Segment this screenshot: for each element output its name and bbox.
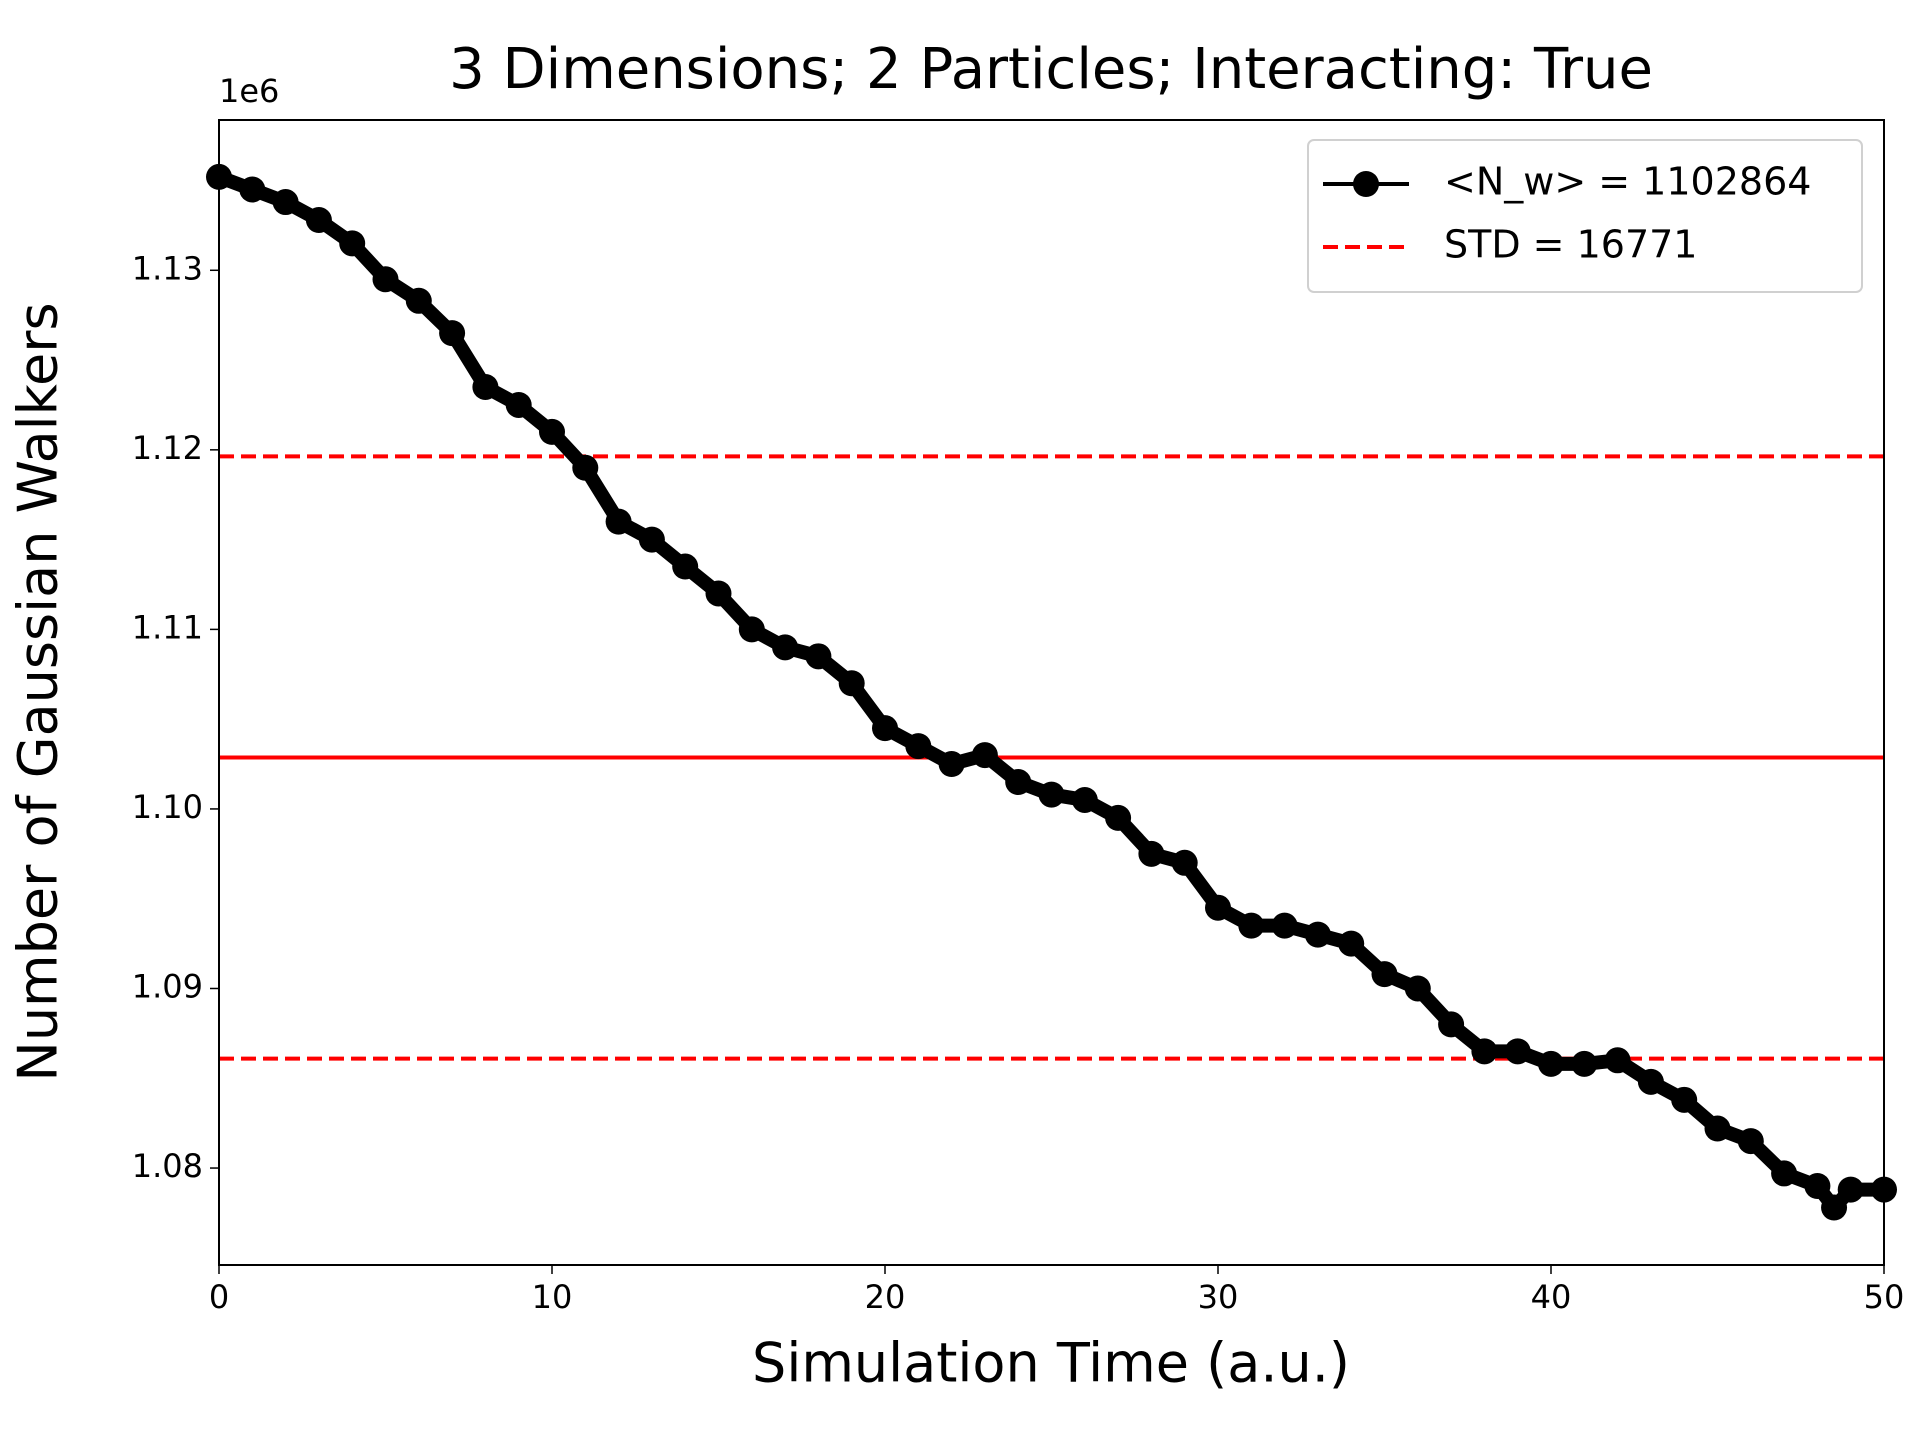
plot-frame — [218, 119, 1885, 1266]
data-point — [1704, 1115, 1731, 1142]
legend-box — [1307, 139, 1863, 293]
data-point — [1038, 781, 1065, 808]
data-point — [1071, 786, 1098, 813]
x-tick-label: 40 — [1531, 1278, 1572, 1316]
data-point — [971, 742, 998, 769]
data-point — [738, 616, 765, 643]
legend-label: <N_w> = 1102864 — [1444, 160, 1811, 204]
data-point — [1238, 912, 1265, 939]
data-point — [1821, 1194, 1848, 1221]
data-point — [872, 715, 898, 742]
data-point — [539, 418, 565, 445]
data-point — [705, 580, 732, 607]
data-point — [472, 373, 499, 400]
data-point — [505, 391, 532, 418]
data-point — [1804, 1172, 1831, 1199]
y-tick-label: 1.10 — [132, 788, 203, 826]
x-axis-label: Simulation Time (a.u.) — [752, 1332, 1350, 1395]
data-point — [1604, 1047, 1631, 1074]
data-point — [772, 634, 799, 661]
data-point — [439, 320, 466, 347]
data-point — [305, 207, 332, 234]
data-point — [1771, 1160, 1798, 1187]
y-axis-label: Number of Gaussian Walkers — [7, 302, 70, 1081]
data-point — [1205, 894, 1231, 921]
data-point — [239, 176, 266, 203]
data-point — [1404, 975, 1431, 1002]
data-point — [1538, 1050, 1564, 1077]
data-point — [1138, 840, 1165, 867]
y-tick-label: 1.12 — [132, 429, 203, 467]
legend-label: STD = 16771 — [1444, 223, 1697, 267]
data-point — [1837, 1176, 1864, 1203]
chart-title: 3 Dimensions; 2 Particles; Interacting: … — [449, 37, 1653, 102]
data-point — [1471, 1038, 1498, 1065]
y-tick-label: 1.09 — [132, 967, 203, 1005]
y-tick-label: 1.08 — [132, 1147, 203, 1185]
legend-marker — [1353, 171, 1379, 197]
data-point — [938, 751, 965, 778]
data-point — [1637, 1068, 1664, 1095]
data-point — [1737, 1128, 1764, 1155]
data-point — [1105, 804, 1132, 831]
x-tick-label: 50 — [1864, 1278, 1905, 1316]
y-tick-label: 1.13 — [132, 249, 203, 287]
data-point — [905, 733, 932, 760]
x-tick-label: 30 — [1198, 1278, 1239, 1316]
data-point — [1438, 1011, 1465, 1038]
data-point — [605, 508, 632, 535]
data-point — [339, 230, 366, 257]
data-point — [1338, 930, 1365, 957]
data-point — [405, 287, 432, 314]
data-point — [572, 454, 599, 481]
data-point — [1171, 849, 1198, 876]
data-point — [1504, 1038, 1531, 1065]
data-point — [272, 189, 299, 216]
data-point — [1005, 769, 1032, 796]
data-point — [1371, 961, 1398, 988]
data-point — [1571, 1050, 1598, 1077]
x-tick-label: 10 — [532, 1278, 573, 1316]
x-tick-label: 20 — [865, 1278, 906, 1316]
data-point — [672, 553, 699, 580]
data-point — [1304, 921, 1331, 948]
data-point — [805, 643, 832, 670]
y-offset-label: 1e6 — [219, 72, 279, 110]
series-line — [216, 170, 1884, 1215]
data-point — [372, 266, 399, 293]
data-point — [1671, 1086, 1698, 1113]
data-point — [638, 526, 665, 553]
data-point — [838, 670, 865, 697]
y-tick-label: 1.11 — [132, 608, 203, 646]
x-tick-label: 0 — [209, 1278, 229, 1316]
data-point — [1271, 912, 1298, 939]
